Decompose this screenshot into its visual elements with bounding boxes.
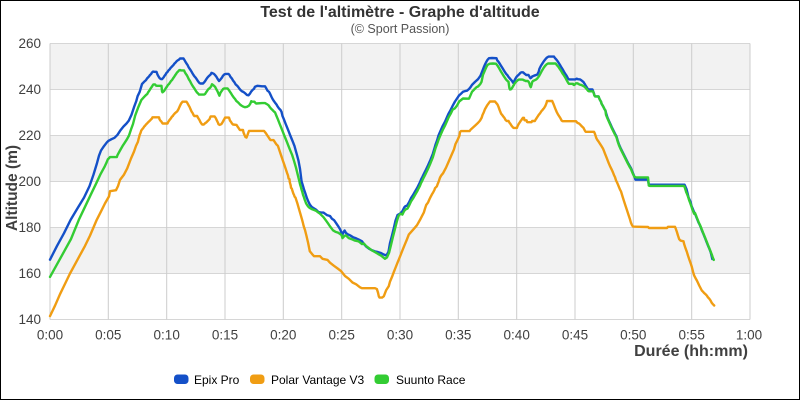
svg-text:220: 220 bbox=[18, 128, 41, 143]
svg-text:Test de l'altimètre - Graphe d: Test de l'altimètre - Graphe d'altitude bbox=[260, 4, 539, 21]
svg-text:240: 240 bbox=[18, 82, 41, 97]
svg-text:0:00: 0:00 bbox=[37, 328, 63, 343]
svg-text:Epix Pro: Epix Pro bbox=[194, 373, 240, 387]
svg-text:0:10: 0:10 bbox=[154, 328, 180, 343]
svg-text:200: 200 bbox=[18, 174, 41, 189]
svg-text:0:30: 0:30 bbox=[387, 328, 413, 343]
svg-text:0:05: 0:05 bbox=[95, 328, 121, 343]
svg-text:0:25: 0:25 bbox=[329, 328, 355, 343]
svg-text:1:00: 1:00 bbox=[736, 328, 762, 343]
svg-text:0:55: 0:55 bbox=[679, 328, 705, 343]
svg-text:0:35: 0:35 bbox=[445, 328, 471, 343]
svg-text:Durée (hh:mm): Durée (hh:mm) bbox=[634, 343, 748, 360]
svg-text:0:45: 0:45 bbox=[562, 328, 588, 343]
svg-text:0:20: 0:20 bbox=[270, 328, 296, 343]
svg-text:0:15: 0:15 bbox=[212, 328, 238, 343]
svg-text:140: 140 bbox=[18, 312, 41, 327]
svg-text:Altitude (m): Altitude (m) bbox=[4, 145, 21, 231]
svg-text:180: 180 bbox=[18, 220, 41, 235]
svg-text:(© Sport Passion): (© Sport Passion) bbox=[351, 22, 450, 36]
svg-text:260: 260 bbox=[18, 36, 41, 51]
svg-text:0:40: 0:40 bbox=[504, 328, 530, 343]
svg-text:160: 160 bbox=[18, 266, 41, 281]
svg-text:Suunto Race: Suunto Race bbox=[396, 373, 466, 387]
svg-text:Polar Vantage V3: Polar Vantage V3 bbox=[271, 373, 365, 387]
svg-text:0:50: 0:50 bbox=[620, 328, 646, 343]
